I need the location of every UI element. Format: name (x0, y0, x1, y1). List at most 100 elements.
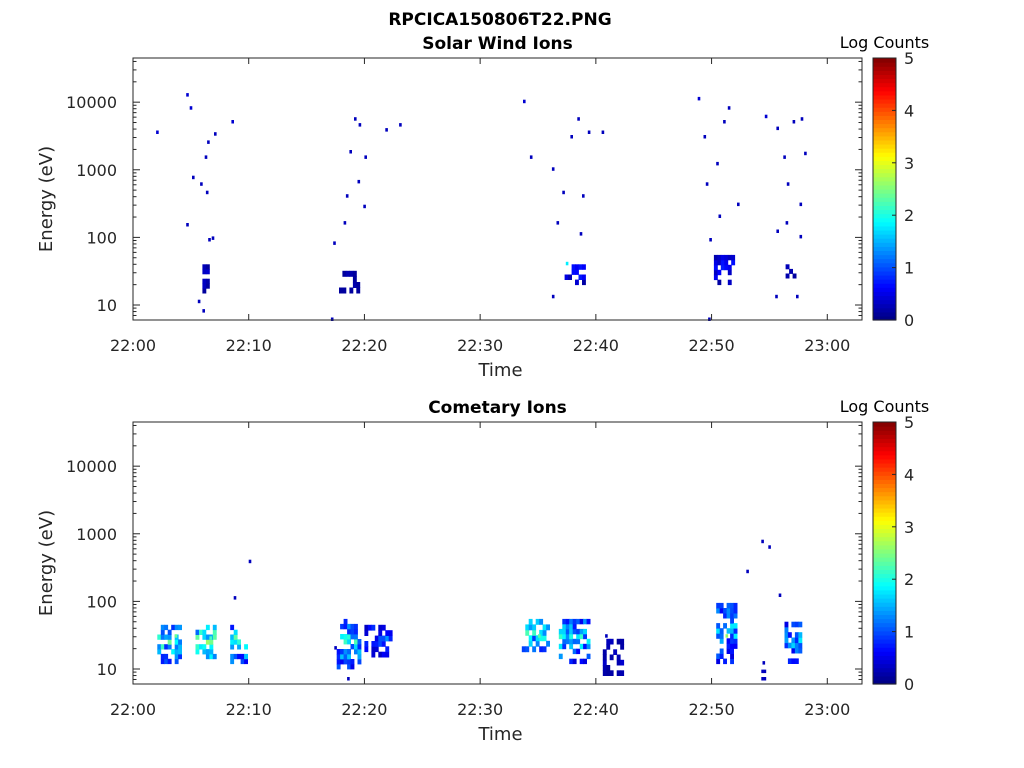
spectrogram-cell (616, 654, 621, 661)
spectrogram-cell (174, 658, 179, 665)
spectrogram-cell (565, 638, 570, 645)
spectrogram-pixel (718, 214, 722, 218)
spectrogram-cell (798, 632, 803, 638)
spectrogram-cell (343, 649, 348, 655)
spectrogram-cell (157, 644, 162, 650)
spectrogram-cell (354, 629, 358, 635)
spectrogram-cell (606, 665, 611, 671)
x-tick-label: 22:20 (341, 700, 387, 719)
spectrogram-cell (562, 628, 567, 635)
spectrogram-cell (202, 269, 207, 275)
plot-area (133, 58, 862, 320)
spectrogram-cell (357, 659, 362, 665)
x-tick-label: 23:00 (804, 700, 850, 719)
spectrogram-cell (381, 624, 386, 631)
colorbar-segment (873, 471, 896, 476)
spectrogram-pixel (363, 204, 366, 209)
spectrogram-cell (546, 640, 550, 647)
colorbar-segment (873, 172, 896, 178)
spectrogram-cell (571, 269, 576, 275)
colorbar-segment (873, 442, 896, 448)
spectrogram-cluster (521, 618, 550, 653)
spectrogram-cell (381, 641, 386, 647)
colorbar-segment (873, 131, 896, 137)
x-tick-label: 22:30 (457, 336, 503, 355)
spectrogram-cell (202, 649, 207, 655)
colorbar-segment (873, 524, 896, 530)
spectrogram-pixel (200, 182, 203, 186)
colorbar-segment (873, 103, 896, 108)
spectrogram-cell (798, 637, 803, 644)
spectrogram-cell (726, 628, 731, 634)
spectrogram-cell (787, 658, 792, 664)
colorbar-segment (873, 152, 896, 157)
spectrogram-cell (564, 274, 569, 280)
colorbar-segment (873, 307, 896, 313)
spectrogram-cell (542, 646, 547, 653)
y-tick-label: 1000 (76, 161, 117, 180)
colorbar-segment (873, 238, 896, 243)
spectrogram-cell (345, 270, 350, 277)
colorbar-segment (873, 475, 896, 480)
spectrogram-cell (575, 279, 579, 286)
spectrogram-cell (240, 653, 245, 660)
spectrogram-cluster (339, 270, 361, 294)
spectrogram-cell (616, 659, 621, 666)
spectrogram-cell (343, 623, 348, 630)
spectrogram-pixel (364, 155, 367, 159)
colorbar-segment (873, 479, 896, 484)
spectrogram-cell (602, 670, 607, 676)
spectrogram-cell (336, 649, 341, 655)
spectrogram-cell (565, 628, 570, 635)
y-axis-label: Energy (eV) (36, 510, 57, 616)
colorbar-segment (873, 274, 896, 280)
spectrogram-cell (726, 608, 731, 614)
spectrogram-cell (723, 613, 727, 619)
colorbar-tick-label: 2 (904, 570, 914, 589)
spectrogram-cell (205, 624, 210, 631)
spectrogram-pixel (231, 120, 234, 124)
spectrogram-cell (385, 630, 390, 636)
spectrogram-cell (730, 648, 734, 654)
spectrogram-cell (562, 633, 567, 640)
colorbar-tick-label: 5 (904, 413, 914, 432)
spectrogram-cell (343, 659, 348, 665)
spectrogram-cell (340, 634, 344, 640)
colorbar-segment (873, 250, 896, 256)
spectrogram-cell (791, 658, 796, 664)
spectrogram-cell (578, 274, 583, 280)
spectrogram-pixel (763, 669, 767, 674)
spectrogram-cell (713, 259, 718, 266)
spectrogram-cell (350, 659, 355, 665)
colorbar-segment (873, 279, 896, 284)
spectrogram-pixel (186, 223, 189, 227)
colorbar-segment (873, 225, 896, 231)
spectrogram-cell (558, 628, 563, 635)
colorbar-tick-label: 0 (904, 675, 914, 694)
spectrogram-cell (340, 654, 344, 660)
spectrogram-cell (716, 653, 721, 659)
spectrogram-pixel (709, 238, 712, 242)
spectrogram-pixel (523, 99, 526, 104)
figure-title: RPCICA150806T22.PNG (388, 10, 611, 30)
colorbar-segment (873, 148, 896, 153)
spectrogram-cell (205, 649, 210, 655)
spectrogram-cell (195, 629, 200, 635)
spectrogram-pixel (192, 175, 195, 180)
colorbar-segment (873, 254, 896, 260)
spectrogram-cell (717, 269, 722, 276)
spectrogram-pixel (197, 299, 201, 304)
colorbar-segment (873, 458, 896, 464)
spectrogram-cell (347, 659, 351, 665)
spectrogram-pixel (764, 114, 768, 119)
colorbar-segment (873, 638, 896, 644)
spectrogram-pixel (202, 309, 205, 313)
spectrogram-cell (717, 254, 722, 261)
spectrogram-cell (167, 639, 172, 645)
spectrogram-cell (525, 646, 530, 653)
colorbar-tick-label: 4 (904, 465, 914, 484)
spectrogram-cell (602, 654, 607, 661)
spectrogram-pixel (725, 634, 729, 638)
spectrogram-cell (579, 643, 584, 650)
